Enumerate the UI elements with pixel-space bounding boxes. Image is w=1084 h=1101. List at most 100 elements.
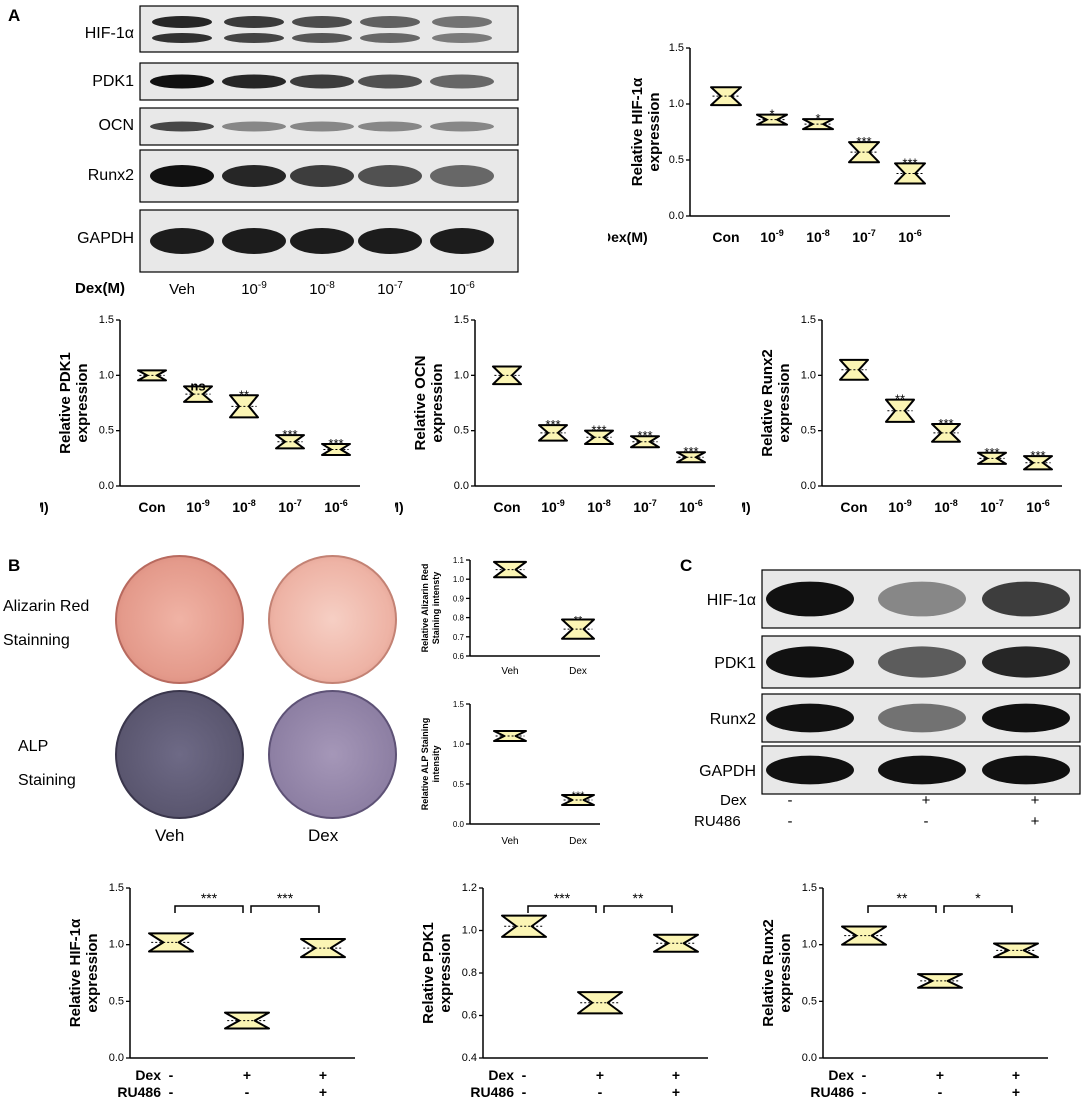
blot-a-band-2-2 <box>290 121 354 132</box>
bracket-1 <box>943 905 1013 913</box>
x-dex-sign-2: + <box>672 1067 680 1083</box>
y-tick-label-2: 1.0 <box>453 740 465 749</box>
chart-alp: 0.0 0.5 1.0 1.5 Relative ALP Stainingintensi… <box>420 700 600 847</box>
blot-a-band-4-3 <box>358 228 422 254</box>
y-tick-label-0: 0.0 <box>669 210 684 222</box>
blot-a-band-2-3 <box>358 121 422 132</box>
chart-alizarin: 0.6 0.7 0.8 0.9 1.0 1.1 Relative Alizarin RedS… <box>420 556 600 677</box>
x-ru-sign-0: - <box>522 1084 527 1097</box>
y-axis-label: Relative Alizarin RedStaining intensty <box>420 564 441 653</box>
blot-a-band-0-0-lower <box>152 33 212 43</box>
y-tick-label-3: 1.5 <box>109 882 124 894</box>
blot-c-band-2-1 <box>878 703 966 733</box>
y-tick-label-0: 0.6 <box>453 652 465 661</box>
western-blot-panel-c: HIF-1α PDK1 Runx2 GAPDH Dex RU486 - + + - - + <box>694 569 1081 830</box>
x-dex-sign-1: + <box>243 1067 251 1083</box>
blot-a-band-3-3 <box>358 165 422 187</box>
blot-c-ru-label: RU486 <box>694 813 741 830</box>
x-cat-4: 10-6 <box>324 498 348 515</box>
y-axis-label: Relative Runx2expression <box>759 349 793 457</box>
sig-label-2: *** <box>591 423 606 438</box>
blot-a-band-0-0-upper <box>152 16 212 28</box>
x-dex-label: Dex <box>828 1067 854 1083</box>
bracket-label-1: * <box>975 890 981 906</box>
blot-c-band-2-0 <box>766 703 854 733</box>
blot-a-lane-0: Veh <box>169 281 195 298</box>
blot-a-band-2-4 <box>430 121 494 132</box>
sig-label-1: * <box>769 107 774 122</box>
y-axis-label: Relative Runx2expression <box>760 919 794 1027</box>
sig-label-1: ** <box>574 615 583 627</box>
y-axis-label: Relative HIF-1αexpression <box>67 918 101 1027</box>
blot-a-lane-4: 10-6 <box>449 280 475 298</box>
sig-label-2: * <box>815 111 820 126</box>
blot-c-band-0-0 <box>766 581 854 617</box>
blot-c-band-1-0 <box>766 646 854 678</box>
x-cat-3: 10-7 <box>852 228 876 245</box>
chart-ocn-dose: 0.0 0.5 1.0 1.5 Relative OCNexpression *** ***… <box>395 314 715 515</box>
x-cat-0: Con <box>840 499 867 515</box>
blot-a-row-0 <box>139 5 519 53</box>
x-cat-1: 10-9 <box>186 498 210 515</box>
bracket-0 <box>174 905 244 913</box>
x-cat-1: 10-9 <box>888 498 912 515</box>
blot-a-band-0-4-lower <box>432 33 492 43</box>
y-tick-label-0: 0.0 <box>801 480 816 492</box>
bracket-label-1: ** <box>633 890 644 906</box>
blot-a-band-3-0 <box>150 165 214 187</box>
blot-a-lane-1: 10-9 <box>241 280 267 298</box>
x-dex-sign-0: - <box>862 1067 867 1083</box>
blot-a-band-0-3-lower <box>360 33 420 43</box>
y-tick-label-1: 0.5 <box>99 425 114 437</box>
blot-a-band-3-1 <box>222 165 286 187</box>
blot-c-label-3: GAPDH <box>699 763 756 780</box>
y-tick-label-1: 0.5 <box>453 780 465 789</box>
x-ru-sign-1: - <box>598 1084 603 1097</box>
y-tick-label-1: 0.5 <box>669 154 684 166</box>
x-dex-label: Dex <box>488 1067 514 1083</box>
blot-c-band-0-1 <box>878 581 966 617</box>
blot-a-band-0-2-lower <box>292 33 352 43</box>
y-tick-label-2: 1.0 <box>801 369 816 381</box>
sig-label-1: ns <box>190 378 205 393</box>
blot-c-label-2: Runx2 <box>710 711 756 728</box>
blot-a-lane-3: 10-7 <box>377 280 403 298</box>
blot-c-dex-sign-2: + <box>1031 792 1040 809</box>
blot-a-band-4-4 <box>430 228 494 254</box>
x-cat-0: Con <box>712 229 739 245</box>
blot-a-band-1-4 <box>430 74 494 89</box>
sig-label-3: *** <box>984 445 999 460</box>
blot-a-band-2-0 <box>150 121 214 132</box>
blot-c-dex-label: Dex <box>720 792 747 809</box>
y-tick-label-2: 1.0 <box>454 369 469 381</box>
sig-label-2: *** <box>938 416 953 431</box>
stain1-line1: Alizarin Red <box>3 598 90 615</box>
blot-c-band-1-2 <box>982 646 1070 678</box>
x-cat-1: 10-9 <box>760 228 784 245</box>
x-ru-sign-2: + <box>1012 1084 1020 1097</box>
y-tick-label-0: 0.0 <box>109 1052 124 1064</box>
y-tick-label-3: 1.5 <box>454 314 469 326</box>
blot-c-dex-sign-0: - <box>788 792 793 809</box>
blot-a-band-1-1 <box>222 74 286 89</box>
x-axis-title: Dex(M) <box>40 499 49 515</box>
alizarin-dish-dex <box>268 555 397 684</box>
sig-label-2: ** <box>239 387 249 402</box>
x-cat-2: 10-8 <box>934 498 958 515</box>
blot-c-band-2-2 <box>982 703 1070 733</box>
bracket-0 <box>527 905 597 913</box>
y-axis-label: Relative HIF-1αexpression <box>629 77 663 186</box>
y-tick-label-0: 0.0 <box>99 480 114 492</box>
bracket-1 <box>603 905 673 913</box>
y-tick-label-2: 1.0 <box>669 98 684 110</box>
x-cat-0: Con <box>493 499 520 515</box>
blot-c-ru-sign-1: - <box>924 813 929 830</box>
panel-letter-a: A <box>8 6 21 25</box>
x-cat-0: Con <box>138 499 165 515</box>
panel-letter-c: C <box>680 556 693 575</box>
y-tick-label-3: 1.0 <box>462 925 477 937</box>
y-tick-label-3: 0.9 <box>453 594 465 603</box>
western-blot-panel-a: HIF-1α PDK1 OCN Runx2 GAPDH Dex(M) Veh 10-9 10-8… <box>75 5 519 298</box>
